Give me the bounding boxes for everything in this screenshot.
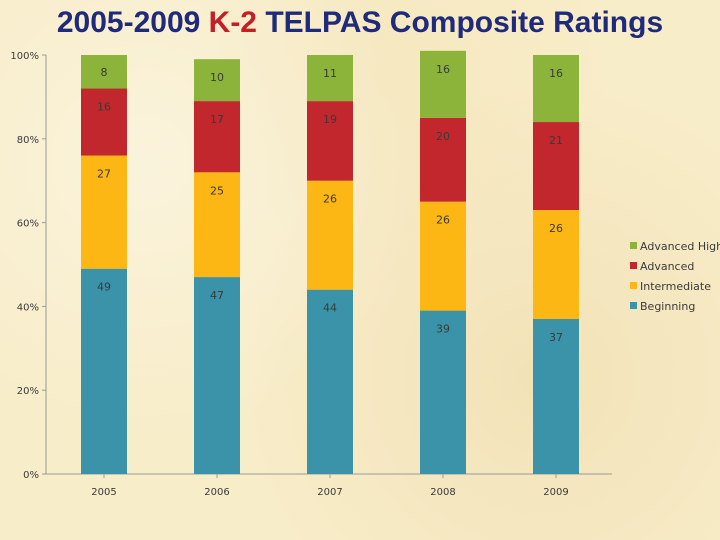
- legend-swatch: [630, 282, 637, 289]
- bar-segment: [307, 55, 353, 102]
- y-tick-label: 40%: [17, 302, 39, 313]
- bar-segment: [420, 117, 466, 202]
- legend-label: Intermediate: [640, 280, 711, 293]
- legend-swatch: [630, 262, 637, 269]
- data-label: 39: [436, 323, 450, 336]
- bar-segment: [81, 155, 127, 269]
- data-label: 19: [323, 113, 337, 126]
- bar-segment: [194, 59, 240, 102]
- x-tick-label: 2007: [317, 487, 342, 498]
- bar-segment: [533, 55, 579, 123]
- bar-segment: [307, 101, 353, 181]
- chart-title: 2005-2009 K-2 TELPAS Composite Ratings: [0, 6, 720, 40]
- legend-swatch: [630, 242, 637, 249]
- legend-label: Advanced High: [640, 240, 720, 253]
- y-tick-label: 0%: [23, 470, 39, 481]
- data-label: 49: [97, 281, 111, 294]
- bar-segment: [307, 180, 353, 290]
- legend-swatch: [630, 302, 637, 309]
- legend-label: Beginning: [640, 300, 695, 313]
- bar-segment: [420, 50, 466, 118]
- y-tick-label: 100%: [10, 51, 39, 62]
- data-label: 44: [323, 302, 337, 315]
- bar-segment: [81, 268, 127, 474]
- x-tick-label: 2005: [91, 487, 116, 498]
- data-label: 17: [210, 113, 224, 126]
- x-tick-label: 2006: [204, 487, 229, 498]
- bar-segment: [533, 122, 579, 211]
- title-part2: TELPAS Composite Ratings: [257, 6, 664, 39]
- data-label: 11: [323, 67, 337, 80]
- bar-segment: [81, 88, 127, 156]
- data-label: 8: [101, 66, 108, 79]
- bar-segment: [420, 201, 466, 311]
- data-label: 16: [97, 101, 111, 114]
- data-label: 37: [549, 331, 563, 344]
- x-tick-label: 2008: [430, 487, 455, 498]
- bar-segment: [194, 172, 240, 278]
- data-label: 21: [549, 134, 563, 147]
- x-tick-label: 2009: [543, 487, 568, 498]
- legend-label: Advanced: [640, 260, 694, 273]
- data-label: 16: [549, 67, 563, 80]
- data-label: 10: [210, 71, 224, 84]
- bar-segment: [307, 289, 353, 474]
- bar-segment: [194, 101, 240, 173]
- bar-segment: [194, 277, 240, 474]
- y-tick-label: 60%: [17, 219, 39, 230]
- bar-segment: [81, 55, 127, 89]
- data-label: 26: [323, 193, 337, 206]
- data-label: 26: [549, 222, 563, 235]
- title-highlight: K-2: [208, 6, 257, 39]
- y-tick-label: 80%: [17, 135, 39, 146]
- title-part1: 2005-2009: [56, 6, 209, 39]
- data-label: 25: [210, 184, 224, 197]
- bar-segment: [533, 318, 579, 474]
- data-label: 16: [436, 63, 450, 76]
- bar-segment: [420, 310, 466, 474]
- y-tick-label: 20%: [17, 386, 39, 397]
- data-label: 47: [210, 289, 224, 302]
- data-label: 26: [436, 214, 450, 227]
- data-label: 20: [436, 130, 450, 143]
- data-label: 27: [97, 168, 111, 181]
- bar-segment: [533, 210, 579, 319]
